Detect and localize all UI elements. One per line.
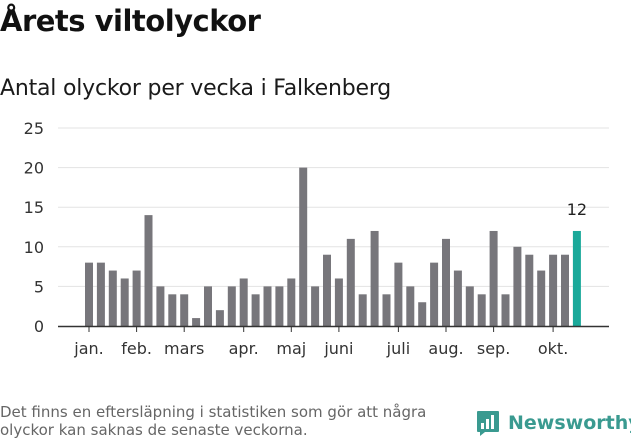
y-tick-label: 5: [34, 277, 44, 296]
x-tick-label: feb.: [121, 339, 152, 358]
bar: [406, 286, 415, 326]
y-tick-label: 10: [24, 238, 44, 257]
bar: [370, 230, 379, 326]
x-tick-label: okt.: [538, 339, 568, 358]
y-tick-label: 15: [24, 198, 44, 217]
x-tick-label: apr.: [229, 339, 259, 358]
bar: [85, 262, 93, 326]
bar: [513, 246, 522, 326]
bar: [430, 262, 439, 326]
bar: [215, 310, 224, 326]
y-tick-label: 20: [24, 159, 44, 178]
bar-chart-speech-icon: [477, 410, 499, 436]
x-tick-label: maj: [276, 339, 306, 358]
chart-subtitle: Antal olyckor per vecka i Falkenberg: [0, 76, 392, 101]
bar: [394, 262, 403, 326]
x-tick-label: juni: [323, 339, 353, 358]
x-tick-label: mars: [164, 339, 204, 358]
footnote: Det finns en eftersläpning i statistiken…: [0, 403, 427, 439]
bar: [299, 167, 308, 326]
bar: [477, 294, 486, 326]
bar: [465, 286, 474, 326]
x-tick-label: aug.: [428, 339, 463, 358]
bar: [537, 270, 546, 326]
y-tick-label: 0: [34, 317, 44, 336]
bar: [346, 238, 355, 326]
bar: [132, 270, 141, 326]
bar: [156, 286, 165, 326]
bar: [204, 286, 212, 326]
chart-title: Årets viltolyckor: [0, 4, 261, 38]
bar: [287, 278, 296, 326]
bar: [572, 230, 581, 326]
bar: [192, 318, 201, 326]
bar: [489, 230, 498, 326]
y-tick-label: 25: [24, 119, 44, 138]
bar: [382, 294, 391, 326]
bar: [323, 254, 331, 326]
bar: [442, 238, 450, 326]
bar: [549, 254, 558, 326]
data-label: 12: [567, 200, 587, 219]
bar: [120, 278, 129, 326]
bar: [239, 278, 248, 326]
bar: [96, 262, 105, 326]
bar: [180, 294, 189, 326]
brand-name: Newsworthy: [508, 412, 631, 434]
bar: [311, 286, 320, 326]
bar: [525, 254, 534, 326]
bar: [227, 286, 236, 326]
x-tick-label: juli: [386, 339, 410, 358]
brand-logo[interactable]: Newsworthy: [476, 408, 631, 438]
bar: [561, 254, 569, 326]
bar: [108, 270, 117, 326]
bar: [168, 294, 177, 326]
bar: [275, 286, 284, 326]
x-tick-label: sep.: [477, 339, 510, 358]
bar: [263, 286, 272, 326]
bar: [144, 215, 153, 326]
bar: [334, 278, 343, 326]
bar: [251, 294, 260, 326]
bar: [358, 294, 367, 326]
x-tick-label: jan.: [73, 339, 103, 358]
bar: [418, 302, 427, 326]
bar: [453, 270, 462, 326]
bar: [501, 294, 510, 326]
bar-chart: 0 5 10 15 20 25 12 jan. feb. mars apr. maj juni juli a…: [24, 119, 609, 358]
